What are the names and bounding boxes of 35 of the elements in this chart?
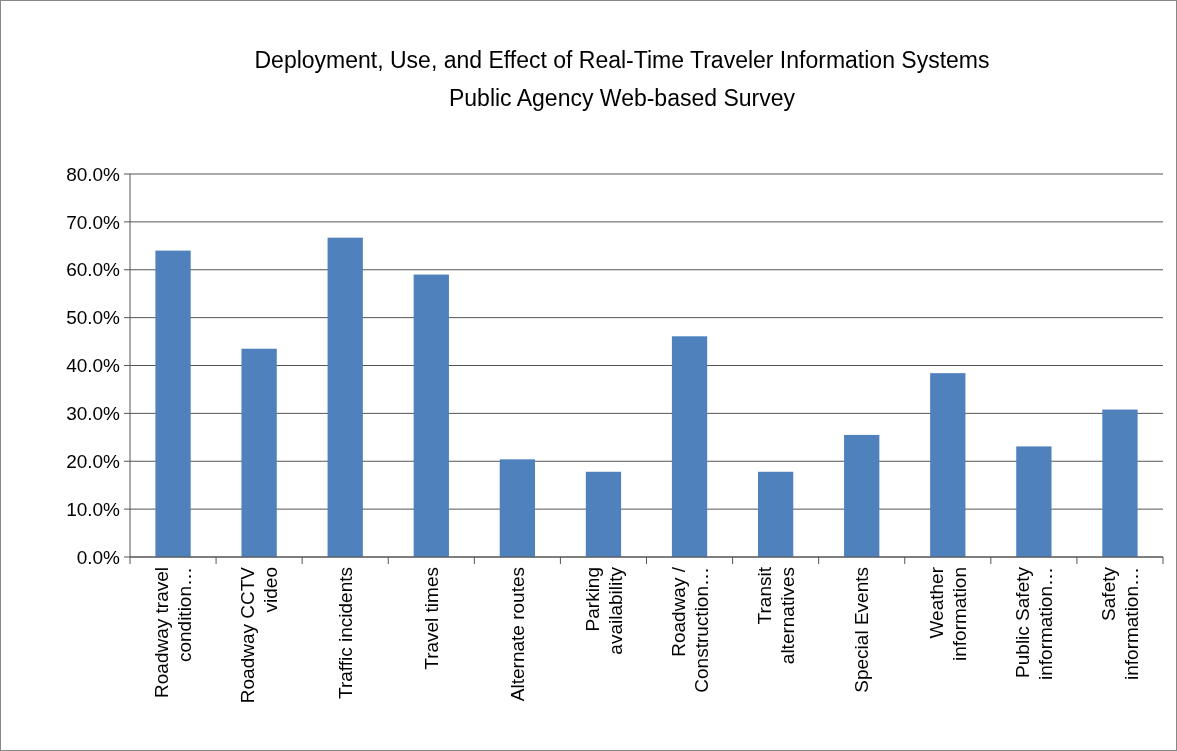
x-tick-label: Alternate routes: [507, 567, 529, 702]
x-tick-label: Public Safety information…: [1012, 566, 1057, 680]
bar: [930, 373, 966, 557]
y-tick-label: 10.0%: [66, 498, 121, 520]
bar: [413, 274, 449, 557]
y-tick-label: 20.0%: [66, 450, 121, 472]
chart-title: Deployment, Use, and Effect of Real-Time Traveler Information Systems: [254, 47, 990, 73]
bar: [241, 348, 277, 557]
x-tick-label: Parking availability: [581, 566, 626, 655]
x-tick-label: Roadway travel condition…: [151, 567, 196, 698]
x-tick-label: Roadway / Construction…: [667, 566, 712, 693]
y-tick-label: 80.0%: [66, 163, 121, 185]
x-tick-label: Travel times: [420, 567, 442, 670]
x-tick-label: Transit alternatives: [753, 566, 798, 665]
x-tick-label: Traffic incidents: [334, 567, 356, 699]
bar: [1102, 409, 1138, 557]
bar: [1016, 446, 1052, 557]
y-tick-label: 30.0%: [66, 403, 121, 425]
bar: [499, 459, 536, 557]
chart-subtitle: Public Agency Web-based Survey: [448, 85, 796, 111]
y-tick-label: 50.0%: [66, 307, 121, 329]
bar: [155, 250, 191, 557]
y-tick-label: 60.0%: [66, 259, 121, 281]
x-tick-label: Safety information…: [1098, 566, 1143, 680]
x-tick-label: Roadway CCTV video: [237, 566, 282, 704]
y-tick-label: 40.0%: [66, 355, 121, 377]
y-tick-label: 0.0%: [76, 546, 121, 568]
bar: [327, 237, 363, 557]
bar: [844, 434, 880, 557]
bar: [585, 471, 622, 557]
x-tick-label: Weather information: [925, 566, 970, 661]
x-tick-label: Special Events: [851, 567, 873, 693]
bar: [671, 336, 708, 557]
bar: [757, 471, 794, 557]
y-tick-label: 70.0%: [66, 211, 121, 233]
